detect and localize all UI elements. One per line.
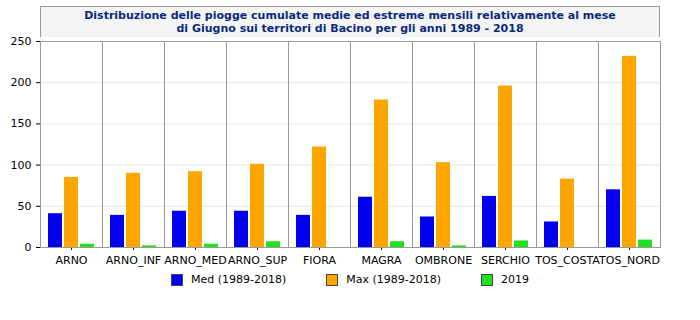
- svg-text:OMBRONE: OMBRONE: [415, 254, 472, 267]
- html-text:2019: 2019: [501, 273, 529, 286]
- svg-text:FIORA: FIORA: [303, 254, 336, 267]
- svg-text:TOS_COSTA: TOS_COSTA: [534, 254, 600, 267]
- svg-text:MAGRA: MAGRA: [361, 254, 402, 267]
- html-text:Max (1989-2018): Max (1989-2018): [346, 273, 441, 286]
- svg-text:150: 150: [11, 117, 32, 130]
- svg-text:ARNO_SUP: ARNO_SUP: [228, 254, 288, 267]
- svg-text:ARNO: ARNO: [55, 254, 87, 267]
- svg-text:SERCHIO: SERCHIO: [481, 254, 530, 267]
- svg-text:TOS_NORD: TOS_NORD: [598, 254, 660, 267]
- html-text:Med (1989-2018): Med (1989-2018): [191, 273, 287, 286]
- svg-text:100: 100: [11, 159, 32, 172]
- svg-text:ARNO_MED: ARNO_MED: [164, 254, 226, 267]
- svg-text:50: 50: [18, 200, 32, 213]
- svg-text:ARNO_INF: ARNO_INF: [106, 254, 161, 267]
- svg-text:0: 0: [25, 241, 32, 254]
- svg-text:250: 250: [11, 37, 32, 48]
- svg-text:200: 200: [11, 76, 32, 89]
- html-text:Distribuzione delle piogge cum: Distribuzione delle piogge cumulate medi…: [84, 9, 616, 35]
